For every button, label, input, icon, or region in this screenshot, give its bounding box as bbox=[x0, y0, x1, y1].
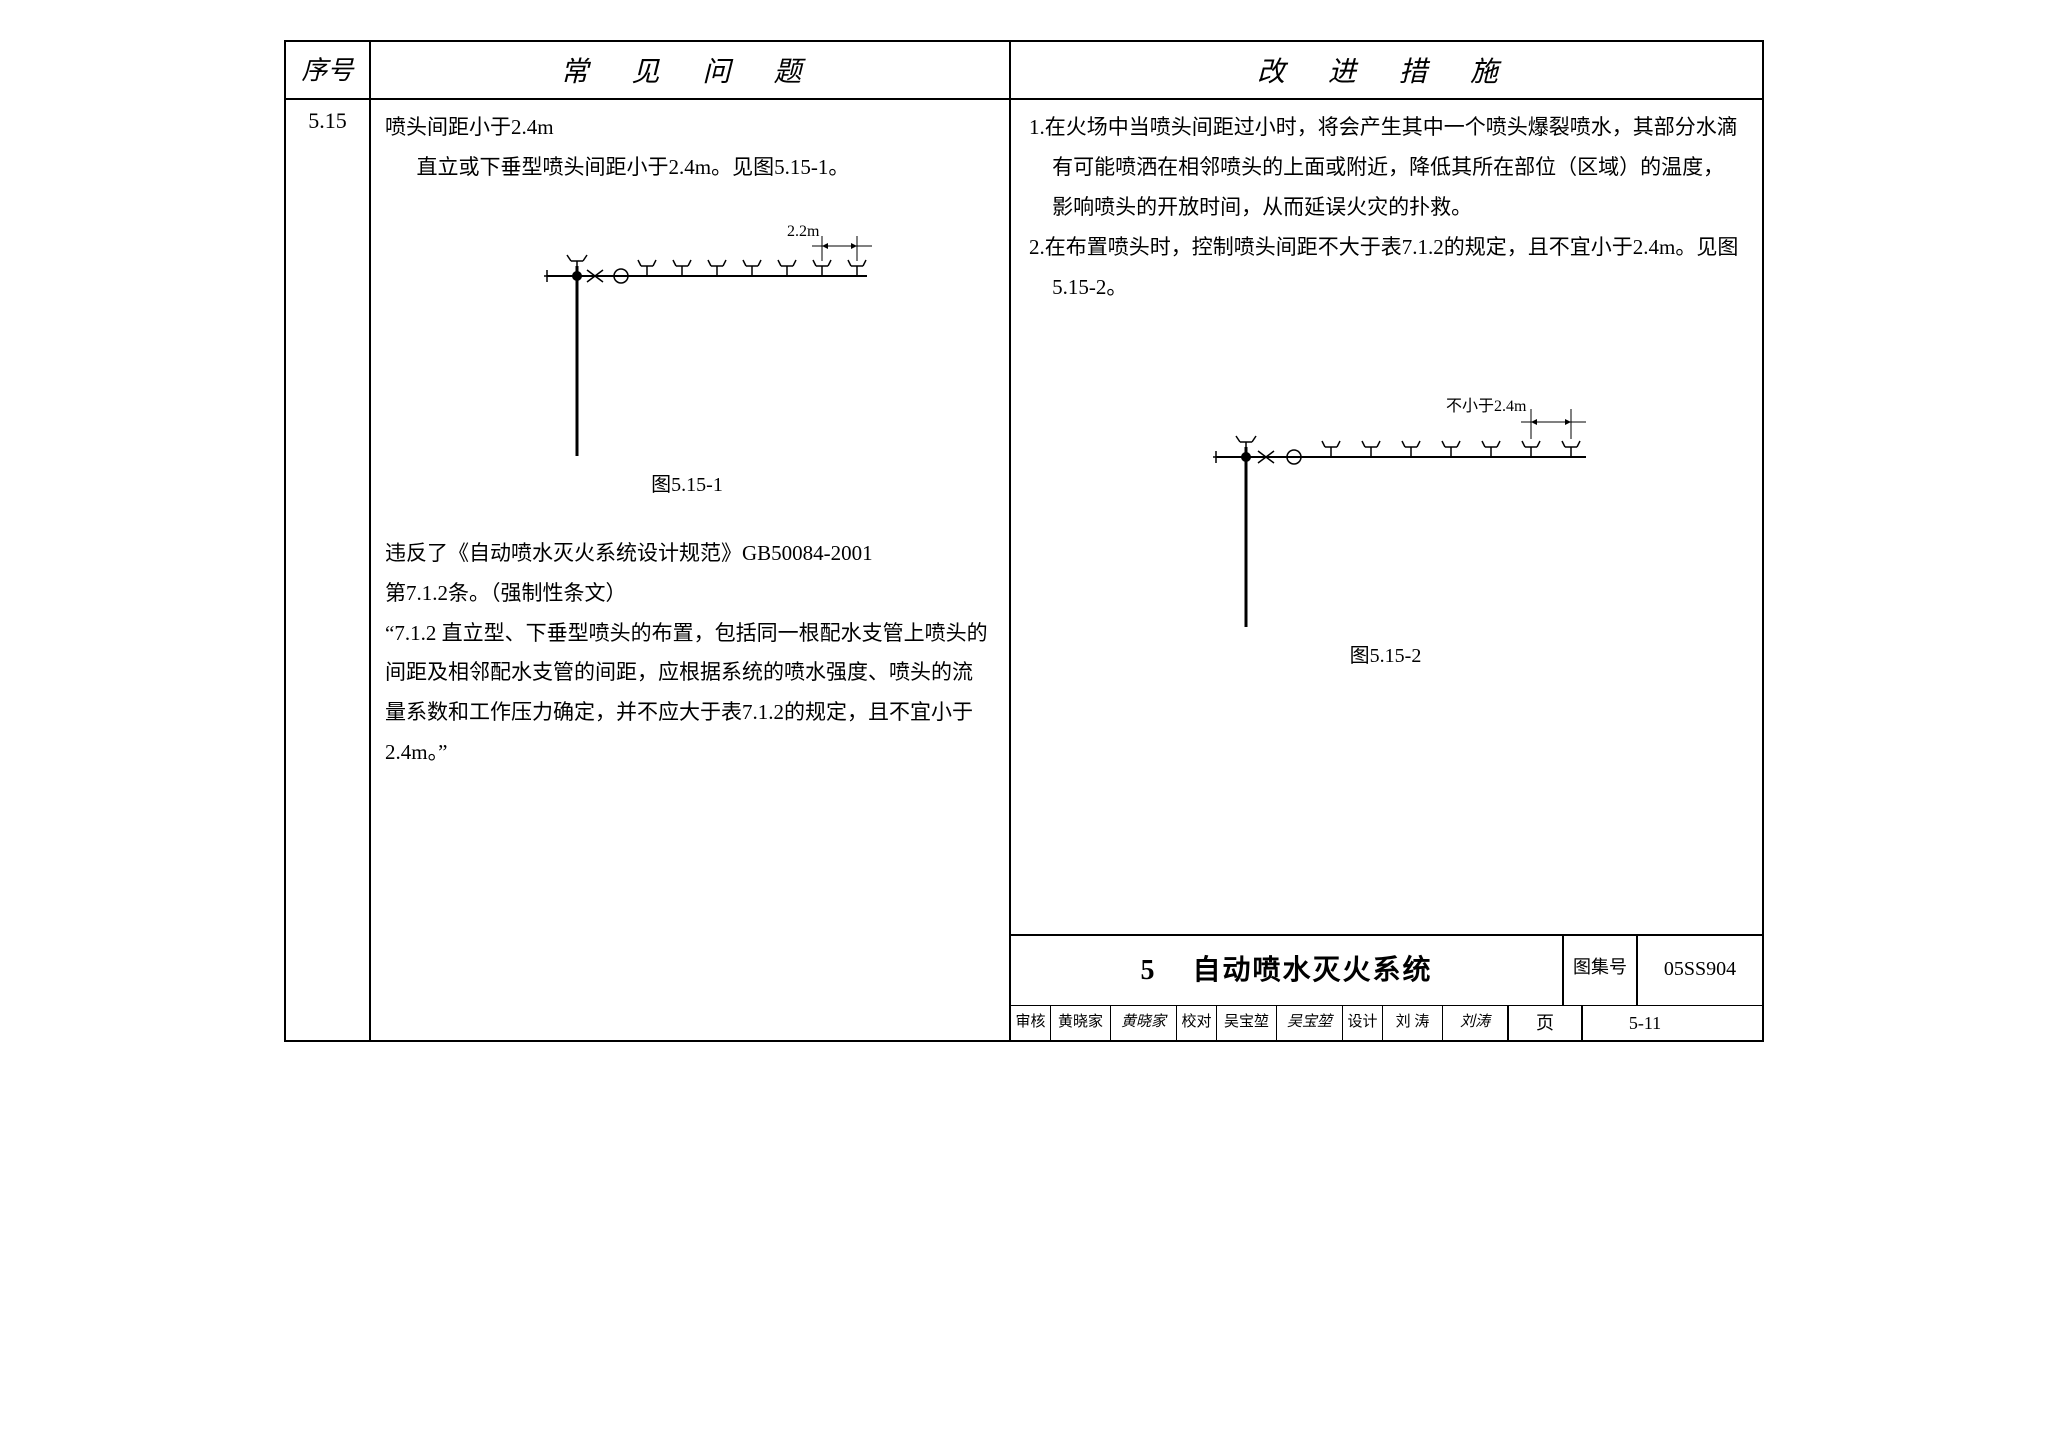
fig2-dim: 不小于2.4m bbox=[1446, 397, 1527, 415]
fig1-svg: 2.2m bbox=[487, 206, 887, 456]
outer-frame: 序号 常 见 问 题 改 进 措 施 5.15 喷头间距小于2.4m 直立或下垂… bbox=[284, 40, 1764, 1042]
name-校对: 吴宝堃 bbox=[1217, 1006, 1277, 1040]
sig-设计: 刘涛 bbox=[1443, 1006, 1509, 1040]
problem-cell: 喷头间距小于2.4m 直立或下垂型喷头间距小于2.4m。见图5.15-1。 bbox=[371, 100, 1011, 1040]
role-设计: 设计 bbox=[1343, 1006, 1383, 1040]
sig-审核: 黄晓家 bbox=[1111, 1006, 1177, 1040]
measure-item-2: 2.在布置喷头时，控制喷头间距不大于表7.1.2的规定，且不宜小于2.4m。见图… bbox=[1029, 228, 1742, 308]
problem-title: 喷头间距小于2.4m bbox=[385, 108, 989, 148]
chapter-name: 自动喷水灭火系统 bbox=[1192, 955, 1432, 986]
clause-quote: “7.1.2 直立型、下垂型喷头的布置，包括同一根配水支管上喷头的间距及相邻配水… bbox=[385, 614, 989, 774]
drawing-set-label: 图集号 bbox=[1564, 936, 1638, 1005]
role-校对: 校对 bbox=[1177, 1006, 1217, 1040]
name-审核: 黄晓家 bbox=[1051, 1006, 1111, 1040]
figure-5-15-2: 不小于2.4m bbox=[1029, 377, 1742, 627]
fig1-dim: 2.2m bbox=[787, 223, 820, 240]
hdr-measure: 改 进 措 施 bbox=[1011, 42, 1762, 98]
page: 序号 常 见 问 题 改 进 措 施 5.15 喷头间距小于2.4m 直立或下垂… bbox=[284, 40, 1764, 1042]
chapter-no: 5 bbox=[1140, 955, 1156, 986]
problem-line1: 直立或下垂型喷头间距小于2.4m。见图5.15-1。 bbox=[385, 148, 989, 188]
hdr-seq: 序号 bbox=[286, 42, 371, 98]
role-审核: 审核 bbox=[1011, 1006, 1051, 1040]
figure-5-15-1: 2.2m bbox=[385, 206, 989, 456]
page-label: 页 bbox=[1509, 1006, 1583, 1040]
page-no: 5-11 bbox=[1583, 1006, 1707, 1040]
row-number: 5.15 bbox=[286, 100, 371, 1040]
fig2-svg: 不小于2.4m bbox=[1166, 377, 1606, 627]
violated-para-a: 违反了《自动喷水灭火系统设计规范》GB50084-2001 bbox=[385, 534, 989, 574]
violated-para-b: 第7.1.2条。（强制性条文） bbox=[385, 574, 989, 614]
chapter-title: 5 自动喷水灭火系统 bbox=[1011, 936, 1564, 1005]
title-block: 5 自动喷水灭火系统 图集号 05SS904 审核 黄晓家 黄晓家 校对 吴宝堃 bbox=[1011, 934, 1762, 1040]
fig2-caption: 图5.15-2 bbox=[1029, 637, 1742, 675]
name-设计: 刘 涛 bbox=[1383, 1006, 1443, 1040]
fig1-caption: 图5.15-1 bbox=[385, 466, 989, 504]
measure-item-1: 1.在火场中当喷头间距过小时，将会产生其中一个喷头爆裂喷水，其部分水滴有可能喷洒… bbox=[1029, 108, 1742, 228]
sig-校对: 吴宝堃 bbox=[1277, 1006, 1343, 1040]
measure-cell: 1.在火场中当喷头间距过小时，将会产生其中一个喷头爆裂喷水，其部分水滴有可能喷洒… bbox=[1011, 100, 1762, 1040]
drawing-set-no: 05SS904 bbox=[1638, 936, 1762, 1005]
header-row: 序号 常 见 问 题 改 进 措 施 bbox=[286, 42, 1762, 100]
hdr-problem: 常 见 问 题 bbox=[371, 42, 1011, 98]
body-row: 5.15 喷头间距小于2.4m 直立或下垂型喷头间距小于2.4m。见图5.15-… bbox=[286, 100, 1762, 1040]
